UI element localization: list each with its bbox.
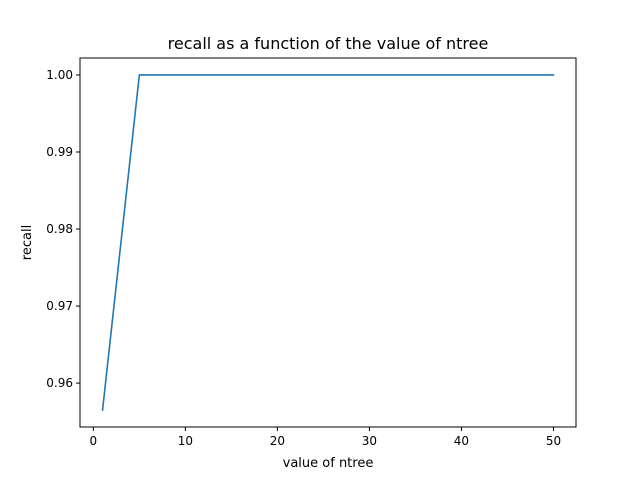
x-axis-label: value of ntree (283, 456, 374, 471)
series-line (101, 74, 555, 411)
x-tick-label: 30 (362, 434, 377, 448)
y-tick-label: 0.96 (46, 376, 73, 390)
axes-frame (79, 57, 577, 428)
x-tick-label: 10 (178, 434, 193, 448)
x-tick-label: 20 (270, 434, 285, 448)
y-axis-label: recall (20, 225, 35, 260)
y-tick-label: 0.98 (46, 222, 73, 236)
chart-title: recall as a function of the value of ntr… (168, 34, 489, 53)
y-tick-label: 0.99 (46, 145, 73, 159)
y-axis-ticks: 0.96 0.97 0.98 0.99 1.00 (46, 68, 80, 390)
series-layer (101, 74, 555, 411)
x-axis-ticks: 0 10 20 30 40 50 (90, 427, 561, 448)
x-tick-label: 40 (454, 434, 469, 448)
y-tick-label: 1.00 (46, 68, 73, 82)
x-tick-label: 0 (90, 434, 98, 448)
plot-area: 0 10 20 30 40 50 0.96 0.97 0.98 0.99 1.00 (46, 57, 577, 448)
y-tick-label: 0.97 (46, 299, 73, 313)
x-tick-label: 50 (546, 434, 561, 448)
